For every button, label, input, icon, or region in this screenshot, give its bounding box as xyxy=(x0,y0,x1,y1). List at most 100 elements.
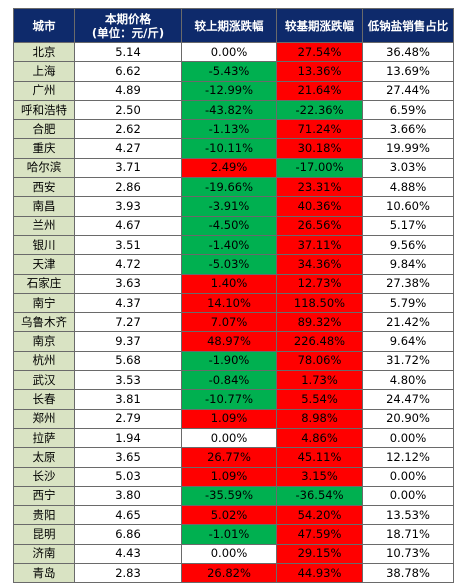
share-cell: 4.80% xyxy=(362,370,454,391)
table-row: 重庆 4.27 -10.11% 30.18% 19.99% xyxy=(13,138,454,159)
mom-change-cell: 5.02% xyxy=(181,505,277,526)
price-cell: 2.83 xyxy=(74,563,182,583)
city-cell: 郑州 xyxy=(13,408,75,429)
share-cell: 21.42% xyxy=(362,312,454,333)
mom-change-cell: 14.10% xyxy=(181,292,277,314)
table-row: 长沙 5.03 1.09% 3.15% 0.00% xyxy=(13,466,454,487)
share-cell: 13.53% xyxy=(362,505,454,526)
share-cell: 18.71% xyxy=(362,524,454,545)
price-table-container: 城市 本期价格 (单位：元/斤) 较上期涨跌幅 较基期涨跌幅 低钠盐销售占比 北京… xyxy=(13,8,454,583)
base-change-cell: 3.15% xyxy=(276,466,363,487)
base-change-cell: 1.73% xyxy=(276,370,363,391)
base-change-cell: 226.48% xyxy=(276,331,363,352)
base-change-cell: 4.86% xyxy=(276,427,363,449)
base-change-cell: 13.36% xyxy=(276,61,363,82)
table-row: 广州 4.89 -12.99% 21.64% 27.44% xyxy=(13,80,454,101)
price-cell: 7.27 xyxy=(74,312,182,333)
price-cell: 5.14 xyxy=(74,41,182,63)
price-cell: 3.63 xyxy=(74,273,182,294)
share-cell: 13.69% xyxy=(362,61,454,82)
base-change-cell: 45.11% xyxy=(276,447,363,468)
share-cell: 5.17% xyxy=(362,215,454,236)
table-row: 济南 4.43 0.00% 29.15% 10.73% xyxy=(13,543,454,565)
price-cell: 4.72 xyxy=(74,254,182,275)
price-cell: 4.67 xyxy=(74,215,182,236)
city-cell: 兰州 xyxy=(13,215,75,236)
mom-change-cell: -10.77% xyxy=(181,389,277,410)
table-body: 北京 5.14 0.00% 27.54% 36.48% 上海 6.62 -5.43% 13.36… xyxy=(13,41,454,583)
table-row: 长春 3.81 -10.77% 5.54% 24.47% xyxy=(13,389,454,410)
table-row: 太原 3.65 26.77% 45.11% 12.12% xyxy=(13,447,454,468)
mom-change-cell: -1.90% xyxy=(181,350,277,372)
base-change-cell: 118.50% xyxy=(276,292,363,314)
city-cell: 西宁 xyxy=(13,485,75,507)
table-row: 呼和浩特 2.50 -43.82% -22.36% 6.59% xyxy=(13,99,454,121)
table-row: 银川 3.51 -1.40% 37.11% 9.56% xyxy=(13,234,454,256)
mom-change-cell: -43.82% xyxy=(181,99,277,121)
city-cell: 南昌 xyxy=(13,196,75,217)
share-cell: 12.12% xyxy=(362,447,454,468)
price-cell: 5.68 xyxy=(74,350,182,372)
base-change-cell: 30.18% xyxy=(276,138,363,159)
price-cell: 3.51 xyxy=(74,234,182,256)
mom-change-cell: -3.91% xyxy=(181,196,277,217)
city-cell: 长春 xyxy=(13,389,75,410)
city-cell: 哈尔滨 xyxy=(13,157,75,179)
price-cell: 9.37 xyxy=(74,331,182,352)
city-cell: 乌鲁木齐 xyxy=(13,312,75,333)
base-change-cell: 27.54% xyxy=(276,41,363,63)
share-cell: 5.79% xyxy=(362,292,454,314)
table-row: 石家庄 3.63 1.40% 12.73% 27.38% xyxy=(13,273,454,294)
mom-change-cell: 0.00% xyxy=(181,543,277,565)
city-cell: 贵阳 xyxy=(13,505,75,526)
base-change-cell: 5.54% xyxy=(276,389,363,410)
mom-change-cell: -1.01% xyxy=(181,524,277,545)
mom-change-cell: 26.77% xyxy=(181,447,277,468)
mom-change-cell: 26.82% xyxy=(181,563,277,583)
base-change-cell: 23.31% xyxy=(276,177,363,198)
base-change-cell: 89.32% xyxy=(276,312,363,333)
mom-change-cell: -5.43% xyxy=(181,61,277,82)
table-row: 合肥 2.62 -1.13% 71.24% 3.66% xyxy=(13,119,454,140)
table-row: 昆明 6.86 -1.01% 47.59% 18.71% xyxy=(13,524,454,545)
city-cell: 石家庄 xyxy=(13,273,75,294)
city-cell: 杭州 xyxy=(13,350,75,372)
share-cell: 10.73% xyxy=(362,543,454,565)
city-cell: 武汉 xyxy=(13,370,75,391)
mom-change-cell: -1.40% xyxy=(181,234,277,256)
price-cell: 4.27 xyxy=(74,138,182,159)
table-row: 武汉 3.53 -0.84% 1.73% 4.80% xyxy=(13,370,454,391)
table-row: 兰州 4.67 -4.50% 26.56% 5.17% xyxy=(13,215,454,236)
city-cell: 青岛 xyxy=(13,563,75,583)
price-cell: 3.71 xyxy=(74,157,182,179)
base-change-cell: 71.24% xyxy=(276,119,363,140)
price-cell: 4.89 xyxy=(74,80,182,101)
base-change-cell: 37.11% xyxy=(276,234,363,256)
mom-change-cell: -5.03% xyxy=(181,254,277,275)
share-cell: 10.60% xyxy=(362,196,454,217)
price-cell: 5.03 xyxy=(74,466,182,487)
mom-change-cell: -12.99% xyxy=(181,80,277,101)
city-cell: 呼和浩特 xyxy=(13,99,75,121)
table-row: 西宁 3.80 -35.59% -36.54% 0.00% xyxy=(13,485,454,507)
price-cell: 3.53 xyxy=(74,370,182,391)
table-row: 天津 4.72 -5.03% 34.36% 9.84% xyxy=(13,254,454,275)
share-cell: 27.38% xyxy=(362,273,454,294)
share-cell: 3.66% xyxy=(362,119,454,140)
base-change-cell: 29.15% xyxy=(276,543,363,565)
price-cell: 3.93 xyxy=(74,196,182,217)
header-price-label: 本期价格 (单位：元/斤) xyxy=(91,11,165,40)
base-change-cell: -36.54% xyxy=(276,485,363,507)
city-cell: 西安 xyxy=(13,177,75,198)
price-cell: 4.37 xyxy=(74,292,182,314)
share-cell: 4.88% xyxy=(362,177,454,198)
mom-change-cell: 1.40% xyxy=(181,273,277,294)
mom-change-cell: 48.97% xyxy=(181,331,277,352)
share-cell: 0.00% xyxy=(362,485,454,507)
mom-change-cell: 2.49% xyxy=(181,157,277,179)
city-cell: 昆明 xyxy=(13,524,75,545)
mom-change-cell: -0.84% xyxy=(181,370,277,391)
share-cell: 9.56% xyxy=(362,234,454,256)
mom-change-cell: -1.13% xyxy=(181,119,277,140)
city-cell: 拉萨 xyxy=(13,427,75,449)
